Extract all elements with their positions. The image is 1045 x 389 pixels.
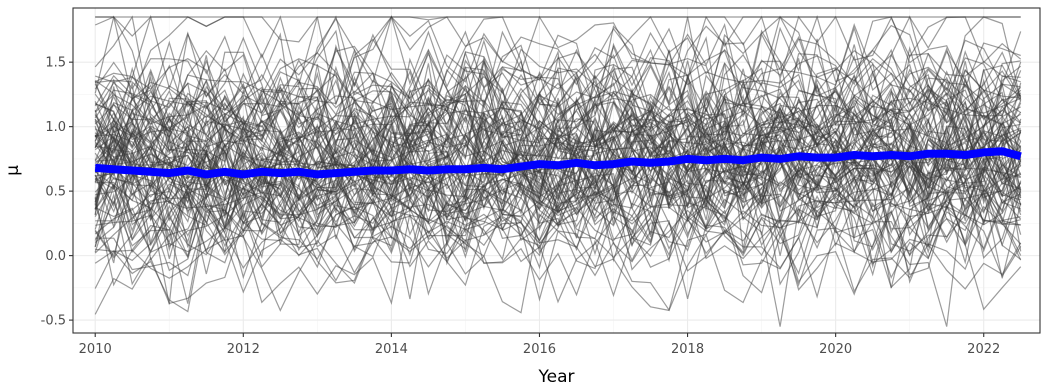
x-tick-label: 2010 — [79, 342, 112, 357]
y-tick-label: 1.0 — [45, 120, 66, 135]
trajectory-line — [94, 63, 1022, 159]
trajectory-line — [95, 166, 1022, 277]
x-tick-label: 2018 — [671, 342, 704, 357]
x-axis: 2010 2012 2014 2016 2018 2020 2022 — [79, 333, 1000, 357]
trajectory-line — [94, 147, 1022, 263]
trajectory-line — [94, 86, 1021, 186]
x-axis-title: Year — [538, 367, 575, 387]
trajectory-line — [94, 176, 1022, 279]
trajectory-line — [94, 98, 1022, 232]
trajectory-line — [94, 120, 1021, 248]
trajectory-line — [94, 40, 1022, 158]
x-tick-label: 2012 — [227, 342, 260, 357]
trajectory-line — [94, 15, 1021, 135]
trajectory-line — [94, 168, 1022, 304]
trajectory-line — [94, 36, 1022, 208]
trajectory-line — [94, 46, 1021, 188]
trajectory-line — [95, 14, 1021, 146]
trajectory-line — [94, 15, 1021, 133]
trajectory-line — [95, 16, 1022, 148]
trajectory-line — [94, 187, 1022, 304]
trajectory-line — [94, 60, 1022, 202]
mean-line — [94, 147, 1022, 179]
trajectory-line — [94, 111, 1022, 248]
trajectory-line — [94, 102, 1021, 222]
x-tick-label: 2020 — [819, 342, 852, 357]
y-tick-label: -0.5 — [41, 314, 66, 329]
y-tick-label: 0.0 — [45, 249, 66, 264]
trajectory-line — [94, 150, 1021, 277]
y-tick-label: 0.5 — [45, 185, 66, 200]
trajectory-line — [94, 69, 1022, 204]
y-tick-label: 1.5 — [45, 56, 66, 71]
mean-line-layer — [94, 147, 1022, 179]
trajectory-line — [94, 105, 1022, 247]
trajectory-line — [94, 119, 1021, 270]
y-axis: -0.5 0.0 0.5 1.0 1.5 — [41, 56, 73, 329]
trajectory-line — [94, 182, 1022, 315]
x-tick-label: 2014 — [375, 342, 408, 357]
x-tick-label: 2022 — [967, 342, 1000, 357]
x-tick-label: 2016 — [523, 342, 556, 357]
trajectory-line — [94, 68, 1021, 185]
trajectory-line — [94, 82, 1022, 207]
trajectory-line — [95, 16, 1021, 27]
y-axis-title: μ — [3, 165, 23, 176]
panel-border — [72, 7, 1041, 334]
trajectory-line — [94, 71, 1022, 196]
trajectory-line — [94, 58, 1022, 168]
